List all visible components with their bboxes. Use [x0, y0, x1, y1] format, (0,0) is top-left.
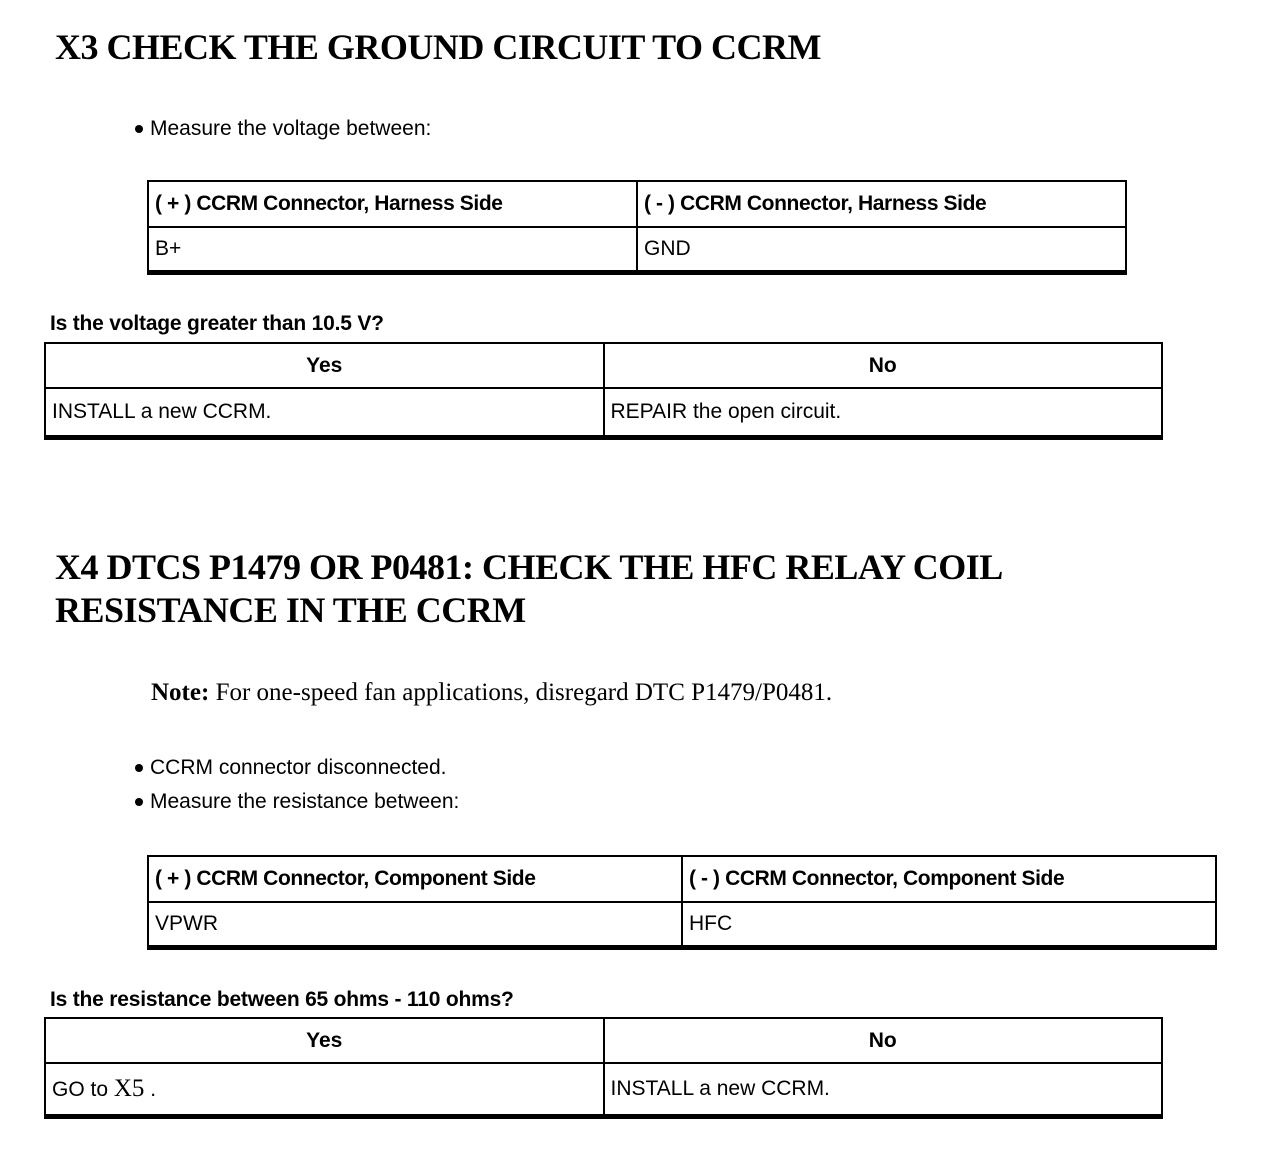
x3-question: Is the voltage greater than 10.5 V? — [50, 312, 384, 335]
measure-header-positive: ( + ) CCRM Connector, Component Side — [147, 855, 683, 903]
bullet-item: Measure the resistance between: — [135, 788, 1264, 815]
decision-cell-no: REPAIR the open circuit. — [602, 387, 1163, 439]
x4-question: Is the resistance between 65 ohms - 110 … — [50, 988, 514, 1011]
heading-line: RESISTANCE IN THE CCRM — [55, 590, 526, 630]
decision-cell-yes: GO to X5 . — [44, 1062, 605, 1118]
bullet-icon — [135, 798, 143, 806]
table-header-row: Yes No — [44, 342, 1163, 389]
table-header-row: ( + ) CCRM Connector, Component Side ( -… — [147, 855, 1217, 903]
measure-header-negative: ( - ) CCRM Connector, Component Side — [681, 855, 1217, 903]
bullet-text: Measure the voltage between: — [150, 117, 432, 140]
section-x3-heading: X3 CHECK THE GROUND CIRCUIT TO CCRM — [55, 26, 1264, 69]
decision-cell-no: INSTALL a new CCRM. — [602, 1062, 1163, 1118]
table-row: B+ GND — [147, 226, 1127, 274]
x3-bullet-list: Measure the voltage between: — [135, 115, 1264, 142]
measure-cell-negative: HFC — [681, 901, 1217, 949]
measure-header-positive: ( + ) CCRM Connector, Harness Side — [147, 180, 638, 228]
table-row: INSTALL a new CCRM. REPAIR the open circ… — [44, 387, 1163, 439]
decision-header-no: No — [602, 342, 1163, 389]
bullet-icon — [135, 125, 143, 133]
table-row: GO to X5 . INSTALL a new CCRM. — [44, 1062, 1163, 1118]
bullet-item: CCRM connector disconnected. — [135, 754, 1264, 781]
decision-header-no: No — [602, 1017, 1163, 1064]
x3-decision-table: Yes No INSTALL a new CCRM. REPAIR the op… — [44, 342, 1163, 440]
x3-measure-table: ( + ) CCRM Connector, Harness Side ( - )… — [147, 180, 1127, 275]
x4-measure-table: ( + ) CCRM Connector, Component Side ( -… — [147, 855, 1217, 950]
decision-cell-yes: INSTALL a new CCRM. — [44, 387, 605, 439]
heading-line: X3 CHECK THE GROUND CIRCUIT TO CCRM — [55, 27, 821, 67]
decision-header-yes: Yes — [44, 342, 605, 389]
bullet-text: Measure the resistance between: — [150, 790, 460, 813]
measure-cell-positive: VPWR — [147, 901, 683, 949]
table-header-row: Yes No — [44, 1017, 1163, 1064]
note-text: For one-speed fan applications, disregar… — [209, 679, 833, 706]
heading-line: X4 DTCS P1479 OR P0481: CHECK THE HFC RE… — [55, 547, 1003, 587]
measure-cell-negative: GND — [636, 226, 1127, 274]
table-header-row: ( + ) CCRM Connector, Harness Side ( - )… — [147, 180, 1127, 228]
measure-cell-positive: B+ — [147, 226, 638, 274]
go-to-prefix: GO to — [52, 1078, 114, 1101]
decision-header-yes: Yes — [44, 1017, 605, 1064]
bullet-icon — [135, 764, 143, 772]
bullet-text: CCRM connector disconnected. — [150, 756, 447, 779]
bullet-item: Measure the voltage between: — [135, 115, 1264, 142]
x4-note: Note: For one-speed fan applications, di… — [151, 678, 1264, 708]
x4-decision-table: Yes No GO to X5 . INSTALL a new CCRM. — [44, 1017, 1163, 1119]
section-x4-heading: X4 DTCS P1479 OR P0481: CHECK THE HFC RE… — [55, 546, 1264, 632]
x4-bullet-list: CCRM connector disconnected. Measure the… — [135, 754, 1264, 815]
note-label: Note: — [151, 679, 210, 706]
table-row: VPWR HFC — [147, 901, 1217, 949]
x5-link[interactable]: X5 — [113, 1075, 145, 1102]
go-to-suffix: . — [144, 1078, 157, 1101]
measure-header-negative: ( - ) CCRM Connector, Harness Side — [636, 180, 1127, 228]
